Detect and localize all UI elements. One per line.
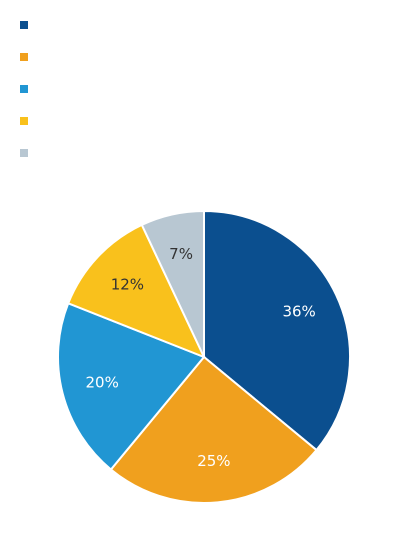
pie-slice <box>57 301 206 471</box>
slice-label: 12% <box>111 276 144 294</box>
legend-swatch <box>20 85 28 93</box>
legend-swatch <box>20 149 28 157</box>
legend-swatch <box>20 53 28 61</box>
pie-slice <box>109 355 318 504</box>
pie-slice <box>66 223 206 359</box>
pie-slice <box>203 209 351 452</box>
slice-label: 36% <box>282 303 315 321</box>
slice-label: 20% <box>86 374 119 392</box>
legend-swatch <box>20 21 28 29</box>
slice-label: 25% <box>197 452 230 470</box>
slice-label: 7% <box>169 245 193 263</box>
pie-slice <box>140 209 205 358</box>
legend-swatch <box>20 117 28 125</box>
